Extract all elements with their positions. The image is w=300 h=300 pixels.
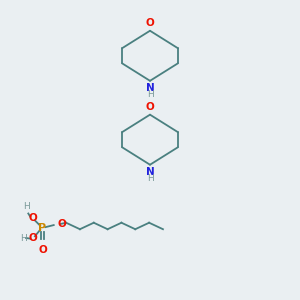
Text: N: N — [146, 167, 154, 177]
Text: O: O — [58, 219, 66, 229]
Text: O: O — [146, 18, 154, 28]
Text: O: O — [38, 244, 47, 254]
Text: H: H — [147, 174, 153, 183]
Text: N: N — [146, 83, 154, 93]
Text: O: O — [146, 102, 154, 112]
Text: P: P — [38, 223, 46, 233]
Text: H: H — [147, 90, 153, 99]
Text: O: O — [28, 213, 37, 223]
Text: O: O — [28, 233, 37, 243]
Text: H: H — [20, 234, 27, 243]
Text: H: H — [23, 202, 30, 211]
